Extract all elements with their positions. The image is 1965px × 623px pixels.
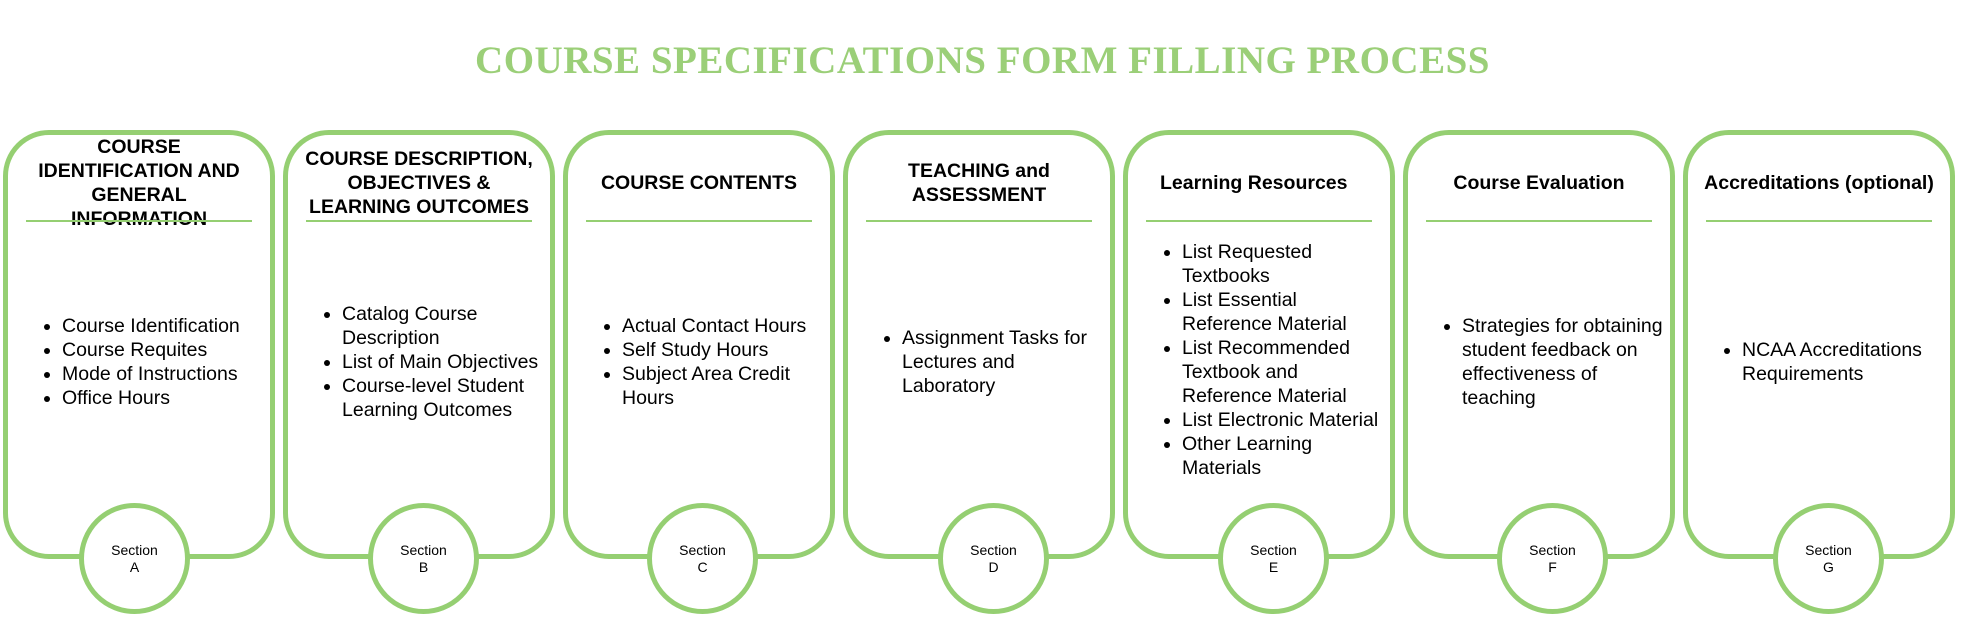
heading-divider — [586, 220, 812, 222]
heading-divider — [1146, 220, 1372, 222]
section-body: NCAA Accreditations Requirements — [1702, 230, 1946, 494]
item-list: Course Identification Course Requites Mo… — [22, 314, 240, 410]
heading-divider — [1706, 220, 1932, 222]
section-badge-g: Section G — [1773, 503, 1884, 614]
badge-label: Section — [1805, 541, 1852, 558]
badge-letter: A — [129, 558, 140, 575]
badge-label: Section — [679, 541, 726, 558]
list-item: Catalog Course Description — [342, 302, 546, 350]
section-body: List Requested Textbooks List Essential … — [1142, 240, 1386, 480]
item-list: Strategies for obtaining student feedbac… — [1422, 314, 1666, 410]
section-heading: COURSE CONTENTS — [600, 172, 798, 194]
section-badge-c: Section C — [647, 503, 758, 614]
section-card-e: Learning Resources List Requested Textbo… — [1123, 130, 1395, 559]
section-badge-a: Section A — [79, 503, 190, 614]
section-heading: Course Evaluation — [1453, 172, 1625, 194]
section-card-c: COURSE CONTENTS Actual Contact Hours Sel… — [563, 130, 835, 559]
list-item: Actual Contact Hours — [622, 314, 826, 338]
badge-letter: C — [697, 558, 708, 575]
badge-label: Section — [111, 541, 158, 558]
section-badge-f: Section F — [1497, 503, 1608, 614]
list-item: Mode of Instructions — [62, 362, 240, 386]
heading-divider — [26, 220, 252, 222]
list-item: Office Hours — [62, 386, 240, 410]
page-title: COURSE SPECIFICATIONS FORM FILLING PROCE… — [475, 39, 1490, 82]
list-item: Course-level Student Learning Outcomes — [342, 374, 546, 422]
section-card-d: TEACHING and ASSESSMENT Assignment Tasks… — [843, 130, 1115, 559]
item-list: NCAA Accreditations Requirements — [1702, 338, 1946, 386]
section-body: Course Identification Course Requites Mo… — [22, 230, 266, 494]
badge-label: Section — [1250, 541, 1297, 558]
section-heading: COURSE IDENTIFICATION AND GENERAL INFORM… — [38, 136, 240, 230]
list-item: Subject Area Credit Hours — [622, 362, 826, 410]
section-card-g: Accreditations (optional) NCAA Accredita… — [1683, 130, 1955, 559]
section-badge-d: Section D — [938, 503, 1049, 614]
section-card-b: COURSE DESCRIPTION, OBJECTIVES & LEARNIN… — [283, 130, 555, 559]
section-heading: TEACHING and ASSESSMENT — [908, 160, 1050, 206]
list-item: Strategies for obtaining student feedbac… — [1462, 314, 1666, 410]
item-list: List Requested Textbooks List Essential … — [1142, 240, 1386, 480]
section-body: Actual Contact Hours Self Study Hours Su… — [582, 230, 826, 494]
list-item: Course Identification — [62, 314, 240, 338]
badge-label: Section — [400, 541, 447, 558]
heading-divider — [1426, 220, 1652, 222]
section-heading: COURSE DESCRIPTION, OBJECTIVES & LEARNIN… — [305, 148, 533, 218]
section-body: Strategies for obtaining student feedbac… — [1422, 230, 1666, 494]
section-badge-b: Section B — [368, 503, 479, 614]
list-item: List Electronic Material — [1182, 408, 1386, 432]
list-item: NCAA Accreditations Requirements — [1742, 338, 1946, 386]
item-list: Actual Contact Hours Self Study Hours Su… — [582, 314, 826, 410]
section-body: Assignment Tasks for Lectures and Labora… — [862, 230, 1106, 494]
section-card-f: Course Evaluation Strategies for obtaini… — [1403, 130, 1675, 559]
section-card-a: COURSE IDENTIFICATION AND GENERAL INFORM… — [3, 130, 275, 559]
badge-letter: E — [1268, 558, 1279, 575]
item-list: Catalog Course Description List of Main … — [302, 302, 546, 422]
section-heading: Accreditations (optional) — [1704, 172, 1934, 194]
list-item: List Requested Textbooks — [1182, 240, 1386, 288]
badge-letter: F — [1548, 558, 1557, 575]
list-item: Other Learning Materials — [1182, 432, 1386, 480]
heading-divider — [306, 220, 532, 222]
badge-label: Section — [1529, 541, 1576, 558]
list-item: Self Study Hours — [622, 338, 826, 362]
badge-letter: B — [418, 558, 429, 575]
list-item: List Recommended Textbook and Reference … — [1182, 336, 1386, 408]
item-list: Assignment Tasks for Lectures and Labora… — [862, 326, 1106, 398]
section-body: Catalog Course Description List of Main … — [302, 230, 546, 494]
heading-divider — [866, 220, 1092, 222]
list-item: Assignment Tasks for Lectures and Labora… — [902, 326, 1106, 398]
badge-label: Section — [970, 541, 1017, 558]
badge-letter: D — [988, 558, 999, 575]
list-item: List Essential Reference Material — [1182, 288, 1386, 336]
section-heading: Learning Resources — [1160, 172, 1348, 194]
list-item: List of Main Objectives — [342, 350, 546, 374]
badge-letter: G — [1823, 558, 1834, 575]
section-badge-e: Section E — [1218, 503, 1329, 614]
list-item: Course Requites — [62, 338, 240, 362]
